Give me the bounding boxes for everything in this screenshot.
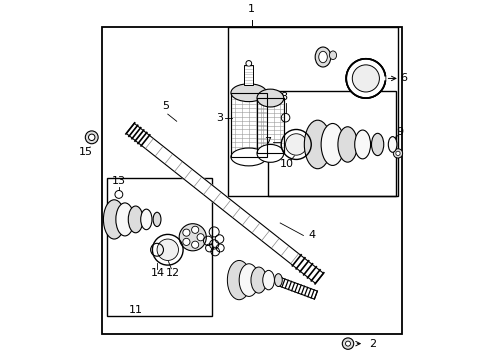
Ellipse shape [304,120,330,169]
Ellipse shape [153,212,161,226]
Bar [257,98,283,153]
Ellipse shape [239,264,258,296]
Text: 14: 14 [150,268,164,278]
Ellipse shape [337,127,357,162]
Text: 7: 7 [264,136,271,147]
Polygon shape [126,123,323,283]
Ellipse shape [245,60,251,66]
Circle shape [85,131,98,144]
Circle shape [179,224,206,251]
Circle shape [88,134,95,140]
Circle shape [183,238,189,246]
Text: 11: 11 [128,305,142,315]
Circle shape [191,226,198,233]
Ellipse shape [250,267,266,293]
Circle shape [191,241,198,248]
Ellipse shape [354,130,370,159]
Circle shape [346,59,385,98]
Bar [230,93,266,157]
Text: 4: 4 [308,230,315,240]
Text: 12: 12 [166,268,180,278]
Bar [102,27,401,334]
Text: 5: 5 [162,100,169,111]
Ellipse shape [387,136,396,152]
Ellipse shape [371,133,383,156]
Text: 13: 13 [112,176,125,185]
Bar [257,98,283,153]
Ellipse shape [318,51,326,63]
Ellipse shape [227,260,250,300]
Circle shape [197,234,204,241]
Ellipse shape [392,149,402,158]
Ellipse shape [329,51,336,59]
Bar [267,91,395,196]
Ellipse shape [315,47,330,67]
Text: 8: 8 [280,92,287,102]
Ellipse shape [257,144,283,162]
Bar [228,27,397,196]
Ellipse shape [274,274,282,287]
Circle shape [342,338,353,349]
Ellipse shape [103,200,125,239]
Ellipse shape [321,123,344,166]
Text: 1: 1 [247,4,255,14]
Ellipse shape [230,84,266,102]
Text: 9: 9 [395,127,403,137]
Circle shape [157,239,178,260]
Bar [107,178,212,316]
Ellipse shape [230,148,266,166]
Polygon shape [278,278,317,299]
Ellipse shape [262,270,274,290]
Ellipse shape [128,206,142,233]
Text: 6: 6 [399,73,406,84]
Text: 10: 10 [279,159,293,169]
Circle shape [351,65,379,92]
Ellipse shape [395,151,399,156]
Bar [244,65,253,85]
Ellipse shape [257,89,283,107]
Ellipse shape [141,209,152,230]
Bar [230,93,266,157]
Circle shape [183,229,189,236]
Text: 15: 15 [79,147,93,157]
Circle shape [285,134,306,155]
Ellipse shape [116,203,134,236]
Circle shape [345,341,350,346]
Text: 2: 2 [368,339,375,348]
Circle shape [351,65,379,92]
Text: 3: 3 [216,113,223,123]
